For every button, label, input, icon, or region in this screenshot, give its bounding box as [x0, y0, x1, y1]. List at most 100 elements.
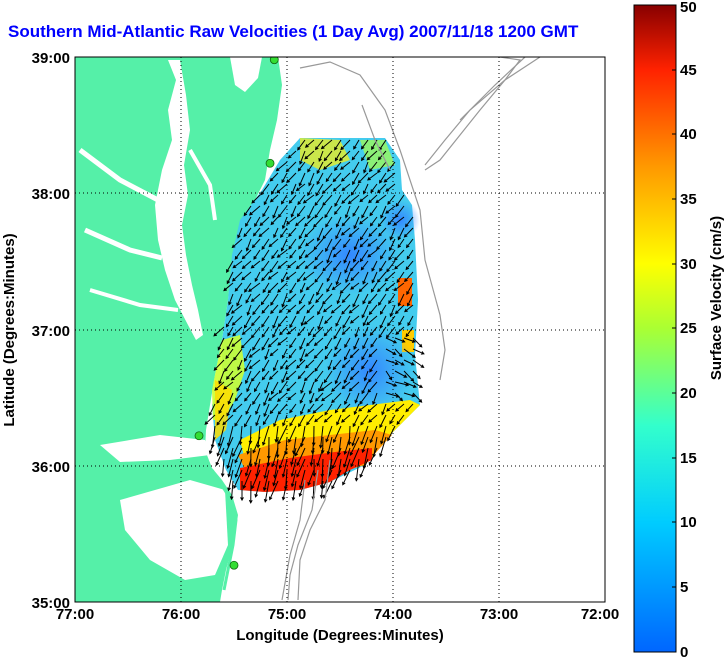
velocity-arrow [389, 238, 396, 252]
velocity-arrow [318, 425, 324, 449]
velocity-arrow [376, 282, 387, 293]
velocity-arrow [316, 172, 324, 186]
velocity-arrow [236, 381, 243, 392]
velocity-arrow [269, 172, 279, 182]
velocity-arrow [287, 260, 297, 269]
velocity-arrow [261, 370, 270, 381]
velocity-arrow [395, 403, 405, 412]
velocity-arrow [281, 194, 288, 205]
velocity-arrow [314, 205, 324, 219]
velocity-arrow [246, 436, 252, 455]
velocity-arrow [353, 139, 360, 150]
velocity-arrow [381, 403, 387, 416]
velocity-arrow [379, 414, 387, 429]
velocity-arrow [360, 139, 369, 150]
x-tick-label: 75:00 [268, 606, 306, 623]
velocity-arrow [412, 381, 424, 388]
velocity-arrow [252, 337, 261, 351]
y-tick-label: 39:00 [32, 50, 70, 67]
velocity-arrow [351, 150, 360, 161]
velocity-arrow [218, 370, 225, 385]
velocity-arrow [360, 260, 369, 271]
velocity-arrow [277, 315, 288, 328]
velocity-arrow [299, 337, 306, 351]
velocity-arrow [368, 348, 378, 358]
velocity-arrow [361, 381, 369, 395]
velocity-arrow [366, 150, 378, 161]
velocity-arrow [304, 139, 315, 148]
velocity-arrow [262, 414, 270, 426]
velocity-arrow [327, 359, 333, 371]
velocity-arrow [350, 271, 360, 282]
velocity-arrow [398, 315, 405, 326]
velocity-arrow [251, 238, 261, 249]
velocity-arrow [359, 249, 369, 263]
velocity-arrow [315, 183, 324, 197]
velocity-arrow [298, 172, 306, 187]
velocity-arrow [252, 436, 261, 454]
velocity-arrow [245, 403, 252, 415]
velocity-arrow [341, 293, 351, 304]
velocity-arrow [234, 414, 243, 427]
velocity-arrow [269, 403, 279, 415]
velocity-arrow [297, 161, 306, 172]
velocity-arrow [343, 370, 351, 384]
velocity-arrow [325, 172, 333, 183]
velocity-arrow [350, 282, 360, 290]
velocity-arrow [215, 447, 225, 466]
velocity-arrow [213, 359, 225, 371]
velocity-arrow [255, 414, 261, 427]
velocity-arrow [261, 326, 270, 338]
velocity-arrow [297, 139, 306, 151]
velocity-arrow [290, 469, 297, 488]
x-tick-label: 77:00 [56, 606, 94, 623]
velocity-arrow [320, 139, 333, 150]
velocity-arrow [277, 403, 288, 415]
velocity-arrow [227, 326, 234, 337]
velocity-arrow [290, 458, 297, 478]
velocity-arrow [217, 337, 225, 351]
velocity-arrow [314, 370, 324, 383]
velocity-arrow [289, 315, 297, 329]
velocity-arrow [367, 403, 378, 413]
velocity-arrow [261, 260, 270, 272]
velocity-arrow [369, 425, 378, 444]
velocity-arrow [254, 447, 261, 467]
velocity-arrow [394, 260, 405, 270]
velocity-arrow [288, 238, 297, 250]
velocity-arrow [342, 315, 351, 329]
velocity-arrow [300, 282, 306, 294]
velocity-arrow [406, 249, 414, 260]
velocity-arrow [229, 480, 234, 501]
velocity-arrow [349, 348, 360, 359]
velocity-arrow [386, 403, 396, 412]
velocity-arrow [321, 183, 333, 195]
velocity-arrow [354, 392, 360, 404]
velocity-arrow [344, 260, 351, 274]
velocity-arrow [387, 194, 396, 205]
velocity-arrow [223, 381, 234, 390]
velocity-arrow [306, 304, 315, 314]
velocity-arrow [232, 326, 243, 337]
velocity-arrow [404, 271, 414, 283]
velocity-arrow [307, 161, 315, 173]
velocity-arrow [289, 249, 297, 259]
velocity-arrow [258, 227, 270, 238]
velocity-arrow [323, 414, 333, 423]
velocity-arrow [352, 414, 360, 428]
velocity-arrow [214, 381, 225, 391]
velocity-arrow [289, 337, 297, 349]
velocity-arrow [334, 194, 342, 207]
velocity-arrow [299, 392, 306, 404]
velocity-arrow [394, 205, 405, 218]
velocity-arrow [231, 337, 243, 348]
velocity-arrow [291, 480, 297, 501]
velocity-arrow [236, 293, 243, 307]
velocity-arrow [261, 238, 270, 251]
velocity-arrow [272, 205, 279, 219]
velocity-arrow [244, 414, 252, 428]
velocity-arrow [286, 216, 297, 225]
velocity-arrow [279, 326, 288, 336]
velocity-arrow [336, 414, 342, 426]
velocity-arrow [269, 194, 279, 203]
